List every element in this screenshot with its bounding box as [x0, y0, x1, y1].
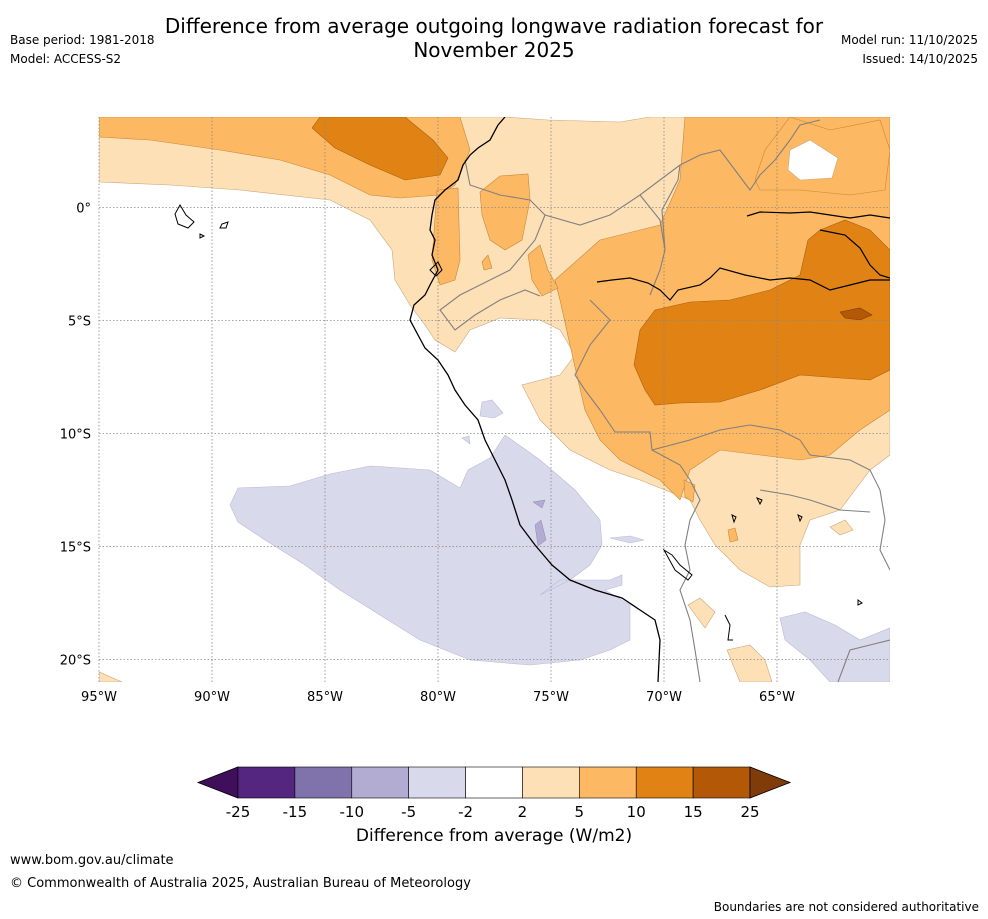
anomaly-region-neutral — [787, 139, 839, 181]
anomaly-region-light-orange — [687, 597, 716, 629]
longitude-label: 95°W — [81, 690, 117, 705]
chart-title: Difference from average outgoing longwav… — [164, 14, 824, 62]
latitude-label: 15°S — [60, 540, 91, 555]
anomaly-region-medium-orange — [727, 527, 739, 543]
colorbar-swatch — [465, 766, 523, 799]
graticule — [98, 117, 890, 682]
colorbar-tick-label: -2 — [458, 803, 473, 821]
anomaly-region-light-orange — [829, 519, 854, 536]
longitude-labels: 95°W 90°W 85°W 80°W 75°W 70°W 65°W — [81, 690, 795, 705]
model-name: Model: ACCESS-S2 — [10, 52, 122, 66]
longitude-label: 70°W — [646, 690, 682, 705]
anomaly-region-dark-orange — [311, 117, 449, 181]
colorbar-label: Difference from average (W/m2) — [355, 826, 633, 846]
colorbar-tick-label: 10 — [627, 803, 646, 821]
anomaly-region-light-purple — [779, 611, 890, 682]
colorbar-tick-label: -15 — [283, 803, 308, 821]
longitude-label: 75°W — [533, 690, 569, 705]
latitude-labels: 0° 5°S 10°S 15°S 20°S — [60, 201, 91, 668]
colorbar-tick-label: -25 — [226, 803, 251, 821]
colorbar-swatch — [351, 766, 409, 799]
anomaly-region-medium-orange — [481, 254, 493, 271]
colorbar-tick-label: -10 — [340, 803, 365, 821]
anomaly-region-medium-purple — [532, 499, 546, 509]
latitude-label: 20°S — [60, 653, 91, 668]
coastline — [746, 211, 890, 279]
forecast-map: 0° 5°S 10°S 15°S 20°S 95°W 90°W 85°W 80°W 75°W 70… — [60, 117, 890, 705]
longitude-label: 85°W — [307, 690, 343, 705]
anomaly-region-dark-orange — [839, 307, 873, 321]
colorbar-swatch — [408, 766, 466, 799]
anomaly-region-light-orange — [99, 671, 123, 682]
anomaly-region-dark-orange — [633, 219, 890, 406]
colorbar-swatch — [294, 766, 353, 799]
anomaly-region-light-purple — [479, 399, 504, 419]
anomaly-region-medium-orange — [527, 244, 559, 297]
longitude-label: 65°W — [759, 690, 795, 705]
anomaly-region-light-purple — [461, 435, 471, 445]
base-period: Base period: 1981-2018 — [10, 33, 155, 47]
colorbar: -25 -15 -10 -5 -2 2 5 10 15 25 — [196, 766, 792, 821]
colorbar-tick-label: 2 — [518, 803, 528, 821]
latitude-label: 0° — [76, 201, 91, 216]
colorbar-swatch — [579, 766, 637, 799]
coastline — [596, 267, 890, 301]
anomaly-region-medium-purple — [534, 519, 547, 547]
website-link[interactable]: www.bom.gov.au/climate — [10, 853, 174, 868]
longitude-label: 90°W — [194, 690, 230, 705]
model-run-date: Model run: 11/10/2025 — [840, 33, 978, 47]
colorbar-swatch — [692, 766, 751, 799]
anomaly-region-light-orange — [726, 644, 773, 682]
issued-date: Issued: 14/10/2025 — [862, 52, 978, 66]
colorbar-extend-high — [749, 766, 792, 799]
latitude-label: 5°S — [68, 314, 91, 329]
copyright-notice: © Commonwealth of Australia 2025, Austra… — [10, 876, 471, 891]
coastline — [174, 204, 863, 641]
colorbar-tick-label: -5 — [401, 803, 416, 821]
anomaly-region-light-purple — [229, 434, 631, 666]
colorbar-swatch — [522, 766, 580, 799]
anomaly-region-light-purple — [609, 535, 645, 544]
boundary-disclaimer: Boundaries are not considered authoritat… — [713, 900, 979, 914]
geographic-boundaries — [174, 117, 890, 682]
colorbar-tick-label: 25 — [740, 803, 759, 821]
colorbar-tick-label: 5 — [575, 803, 585, 821]
colorbar-tick-label: 15 — [684, 803, 703, 821]
coastline — [409, 117, 661, 682]
country-borders — [439, 119, 890, 682]
anomaly-region-medium-orange — [431, 187, 461, 286]
colorbar-swatch — [237, 766, 296, 799]
longitude-label: 80°W — [420, 690, 456, 705]
latitude-label: 10°S — [60, 427, 91, 442]
colorbar-swatch — [635, 766, 694, 799]
colorbar-extend-low — [196, 766, 239, 799]
